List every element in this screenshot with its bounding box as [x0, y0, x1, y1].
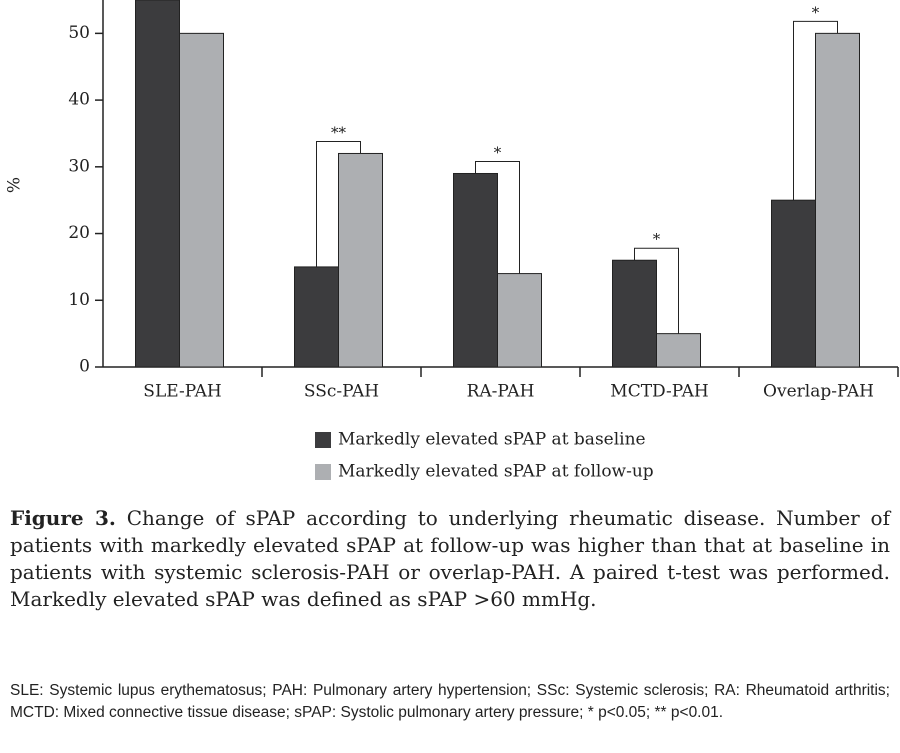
- bar: [656, 333, 701, 368]
- y-axis-label: %: [5, 177, 25, 193]
- significance-label: *: [494, 143, 502, 161]
- caption: Figure 3. Change of sPAP according to un…: [10, 505, 890, 613]
- bar: [179, 32, 224, 368]
- y-tick-label: 40: [68, 90, 90, 110]
- legend-label: Markedly elevated sPAP at baseline: [338, 430, 646, 450]
- caption-text: Change of sPAP according to underlying r…: [10, 506, 890, 611]
- significance-label: *: [812, 3, 820, 21]
- x-tick-label: SSc-PAH: [304, 382, 379, 402]
- significance-bracket: [316, 140, 361, 267]
- y-tick-label: 30: [68, 156, 90, 176]
- legend-swatch: [315, 432, 331, 448]
- significance-bracket: [475, 160, 520, 274]
- y-tick-label: 50: [68, 23, 90, 43]
- footnote: SLE: Systemic lupus erythematosus; PAH: …: [10, 682, 890, 721]
- y-tick-label: 10: [68, 290, 90, 310]
- legend-label: Markedly elevated sPAP at follow-up: [338, 462, 654, 482]
- x-tick-label: Overlap-PAH: [763, 382, 874, 402]
- bar: [135, 0, 180, 368]
- bar: [612, 259, 657, 368]
- x-tick-label: RA-PAH: [467, 382, 535, 402]
- bar: [771, 199, 816, 368]
- x-tick-label: SLE-PAH: [143, 382, 221, 402]
- caption-label: Figure 3.: [10, 506, 116, 530]
- significance-bracket: [793, 20, 838, 201]
- y-tick-label: 0: [79, 357, 90, 377]
- bar: [497, 273, 542, 368]
- significance-label: **: [331, 123, 347, 141]
- legend-swatch: [315, 464, 331, 480]
- chart: % 0 10 20 30 40 50 SLE-PAH SSc-PAH RA-PAH MCTD-PA…: [5, 0, 899, 482]
- x-tick-label: MCTD-PAH: [610, 382, 708, 402]
- significance-bracket: [634, 247, 679, 334]
- bar: [294, 266, 339, 368]
- significance-label: *: [653, 230, 661, 248]
- bar: [815, 32, 860, 368]
- bar: [453, 172, 498, 368]
- y-tick-label: 20: [68, 223, 90, 243]
- bar: [338, 152, 383, 368]
